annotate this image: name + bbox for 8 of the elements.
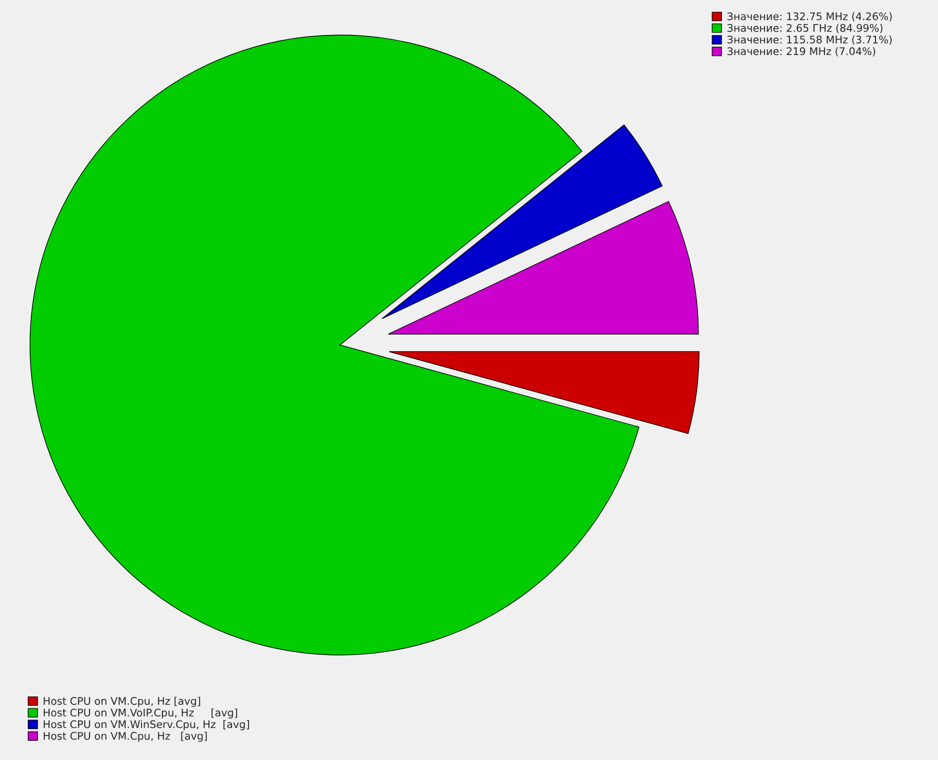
text: Значение: 132.75 MHz (4.26%) <box>727 12 892 22</box>
text: Значение: 115.58 MHz (3.71%) <box>727 35 892 45</box>
legend-label: Host CPU on VM.WinServ.Cpu, Hz [avg] <box>44 720 249 730</box>
text: Значение: 219 MHz (7.04%) <box>727 47 876 56</box>
text: Значение: 2.65 ГHz (84.99%) <box>727 24 882 34</box>
legend-label: Host CPU on VM.Cpu, Hz [avg] <box>44 696 200 707</box>
legend-label: Host CPU on VM.VoIP.Cpu, Hz [avg] <box>44 708 238 719</box>
legend-label: Host CPU on VM.Cpu, Hz [avg] <box>44 732 207 742</box>
